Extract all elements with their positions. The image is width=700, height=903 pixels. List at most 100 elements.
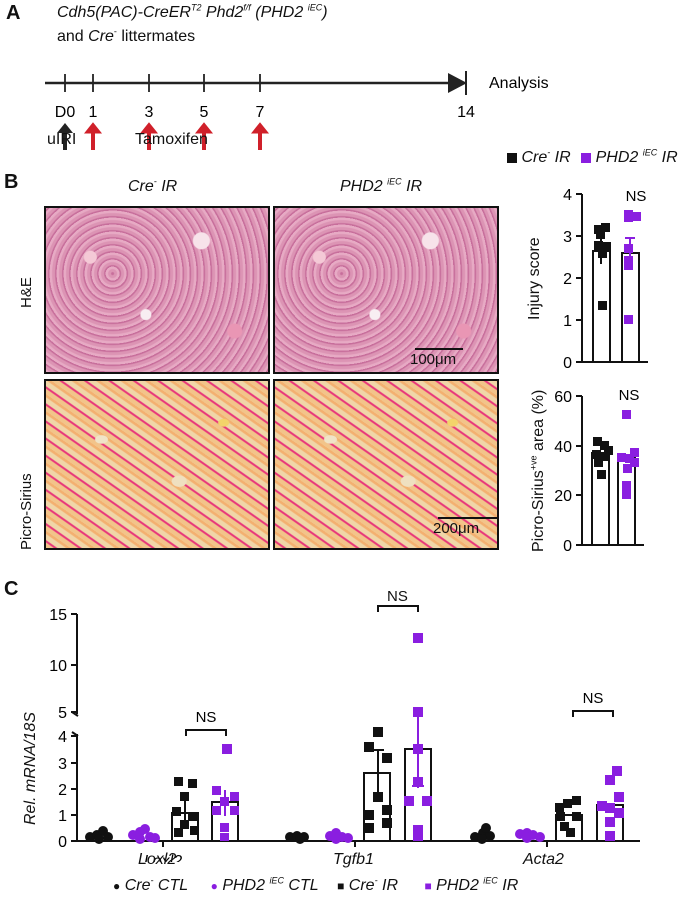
row-label-text: Picro-Sirius xyxy=(18,473,35,550)
sup-minus: - xyxy=(113,26,117,37)
ylabel-sup: +ve xyxy=(528,455,539,471)
injury-score-chart: 4 3 2 1 0 NS xyxy=(563,187,648,372)
points-cre-ir xyxy=(594,223,611,310)
points-phd2-ir xyxy=(617,410,639,499)
legend-label: PHD2 iEC IR xyxy=(595,147,678,166)
legend-main: PHD2 xyxy=(222,877,270,894)
injury-ylabel: Injury score xyxy=(526,237,543,320)
tick-label: 0 xyxy=(58,834,67,851)
legend-label: PHD2 iEC CTL xyxy=(222,875,319,894)
day-label: 7 xyxy=(256,104,265,121)
tick-label: 1 xyxy=(58,808,67,825)
sig-bracket xyxy=(185,729,227,736)
legend-main: Cre xyxy=(348,877,375,894)
he-micrograph-cre xyxy=(44,206,270,374)
legend-suffix: IR xyxy=(497,877,519,894)
points-acta2-cre-ir xyxy=(555,796,581,837)
scale-text-200: 200μm xyxy=(433,520,480,537)
picro-micrograph-cre xyxy=(44,379,270,550)
tick-label: 10 xyxy=(49,658,67,675)
panel-c-legend: ● Cre- CTL ● PHD2 iEC CTL ■ Cre- IR ■ PH… xyxy=(113,875,519,895)
tick-label: 15 xyxy=(49,607,67,624)
points-phd2-ir xyxy=(624,210,641,324)
tick-label: 40 xyxy=(554,439,572,456)
tick-label: 0 xyxy=(563,538,572,555)
tick-label: 3 xyxy=(58,756,67,773)
legend-square-black-icon xyxy=(507,152,517,163)
picro-area-chart: 60 40 20 0 NS xyxy=(554,387,644,555)
legend-main: PHD2 xyxy=(436,877,484,894)
legend-square-purple-icon: ■ xyxy=(424,879,432,893)
sup-text-2: f/f xyxy=(243,2,251,13)
points-tgfb1-cre-ir xyxy=(364,727,392,833)
sig-bracket xyxy=(572,710,614,717)
legend-square-purple-icon xyxy=(581,152,592,163)
points-acta2-phd2-ir xyxy=(597,766,624,841)
legend-sup: - xyxy=(547,147,551,158)
row-label-text: H&E xyxy=(18,277,35,308)
points-tgfb1-phd2-ir xyxy=(404,633,432,841)
legend-main: Cre xyxy=(521,149,548,166)
day-label: D0 xyxy=(55,104,76,121)
picro-micrograph-phd2: 200μm xyxy=(273,379,499,550)
tamoxifen-arrow-icons xyxy=(83,122,270,150)
legend-main: PHD2 xyxy=(595,149,643,166)
gene-text: Cdh5(PAC)-CreER xyxy=(57,4,191,21)
header-sup: - xyxy=(153,176,157,187)
uiri-label: uIRI xyxy=(47,131,77,148)
header-main: PHD2 xyxy=(340,178,388,195)
paren-text: (PHD2 xyxy=(250,4,308,21)
and-text: and xyxy=(57,28,89,45)
gene-label-tgfb1: Tgfb1 xyxy=(333,851,374,868)
panel-a-letter: A xyxy=(6,2,21,24)
legend-sup: iEC xyxy=(269,875,284,886)
legend-label: Cre- IR xyxy=(348,875,399,894)
legend-main: Cre xyxy=(124,877,151,894)
points-phd2-ctl xyxy=(128,824,545,844)
legend-circle-black-icon: ● xyxy=(113,879,121,893)
gene-label-loxl2: Loxl2 xyxy=(138,851,177,868)
scale-bar xyxy=(415,348,463,350)
ns-label: NS xyxy=(196,709,217,726)
header-suffix: IR xyxy=(401,178,423,195)
col-header-cre-ir: Cre- IR xyxy=(128,176,178,196)
ylabel-text: Rel. mRNA/18S xyxy=(22,712,39,825)
day-label: 3 xyxy=(145,104,154,121)
points-loxl2-phd2-ir xyxy=(212,744,239,841)
legend-suffix: CTL xyxy=(283,877,319,894)
panel-a-title-line1: Cdh5(PAC)-CreERT2 Phd2f/f (PHD2 iEC) xyxy=(57,2,328,22)
he-micrograph-phd2: 100μm xyxy=(273,206,499,374)
uiri-arrow-icon xyxy=(57,123,73,150)
legend-sup: iEC xyxy=(642,147,658,158)
tick-label: 4 xyxy=(563,187,572,204)
header-sup: iEC xyxy=(387,176,402,187)
legend-suffix: IR xyxy=(657,149,678,166)
legend-label: PHD2 iEC IR xyxy=(436,876,519,894)
ylabel-suffix: area (%) xyxy=(530,389,547,456)
gene-label: Loxl2 xyxy=(144,853,182,862)
gene-label-acta2: Acta2 xyxy=(523,851,564,868)
panel-b-legend: Cre- IR PHD2 iEC IR xyxy=(507,147,678,167)
bar-acta2-cre-ir xyxy=(555,814,583,842)
points-cre-ir xyxy=(592,437,613,479)
tick-label: 3 xyxy=(563,229,572,246)
paren-close: ) xyxy=(322,4,328,21)
legend-suffix: IR xyxy=(550,149,571,166)
header-suffix: IR xyxy=(156,178,178,195)
tick-label: 4 xyxy=(58,729,67,746)
ns-label: NS xyxy=(626,188,647,205)
tick-label: 1 xyxy=(563,313,572,330)
legend-suffix: IR xyxy=(377,877,399,894)
timeline-diagram: D0 1 3 5 7 14 Analysis xyxy=(45,71,549,150)
legend-sup: - xyxy=(374,875,378,886)
tick-label: 20 xyxy=(554,488,572,505)
panel-c-letter: C xyxy=(4,578,19,600)
legend-sup: - xyxy=(150,875,154,886)
points-cre-ctl xyxy=(85,823,495,844)
legend-circle-purple-icon: ● xyxy=(210,879,218,893)
analysis-label: Analysis xyxy=(489,75,549,92)
tick-label: 2 xyxy=(58,782,67,799)
panel-b-letter: B xyxy=(4,171,19,193)
legend-suffix: CTL xyxy=(153,877,189,894)
gene-text-2: Phd2 xyxy=(201,4,244,21)
